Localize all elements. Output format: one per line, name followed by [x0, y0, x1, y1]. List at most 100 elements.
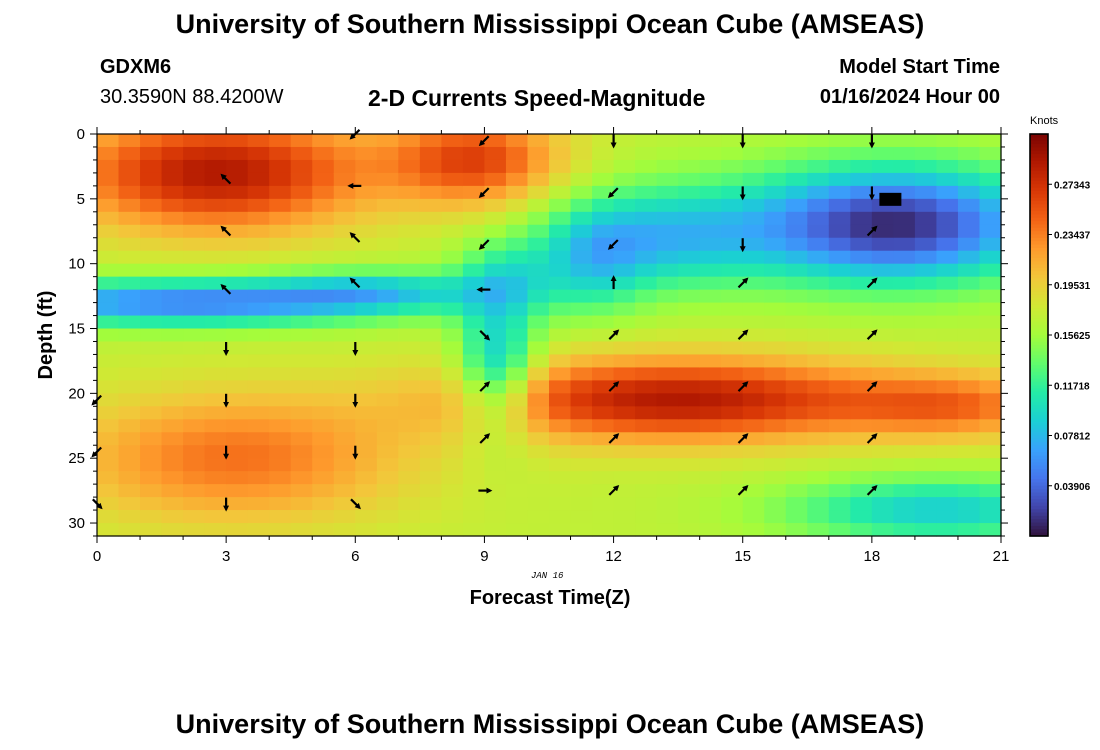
heatmap-cell: [721, 341, 744, 356]
heatmap-cell: [785, 263, 808, 278]
heatmap-cell: [462, 211, 486, 226]
heatmap-cell: [742, 185, 765, 200]
heatmap-cell: [290, 302, 313, 317]
colorbar-segment: [1030, 207, 1048, 212]
heatmap-cell: [183, 198, 206, 213]
heatmap-cell: [656, 419, 679, 433]
current-vector: [608, 329, 620, 340]
heatmap-cell: [764, 458, 787, 472]
colorbar-segment: [1030, 231, 1048, 236]
heatmap-cell: [161, 250, 184, 265]
heatmap-cell: [742, 198, 765, 213]
heatmap-cell: [936, 198, 959, 213]
heatmap-cell: [742, 393, 765, 407]
heatmap-cell: [721, 354, 744, 369]
heatmap-cell: [97, 134, 120, 148]
heatmap-cell: [656, 289, 679, 304]
heatmap-cell: [333, 497, 356, 511]
heatmap-cell: [871, 497, 894, 511]
heatmap-cell: [527, 354, 550, 369]
heatmap-cell: [592, 341, 615, 356]
x-axis-title: Forecast Time(Z): [470, 587, 631, 609]
colorbar-segment: [1030, 361, 1048, 366]
heatmap-cell: [441, 159, 464, 174]
heatmap-cell: [893, 224, 916, 239]
heatmap-cell: [484, 263, 507, 278]
heatmap-cell: [570, 484, 593, 498]
heatmap-cell: [527, 367, 550, 381]
heatmap-cell: [871, 406, 894, 420]
colorbar-segment: [1030, 264, 1048, 269]
heatmap-cell: [678, 393, 701, 407]
heatmap-cell: [699, 263, 722, 278]
heatmap-cell: [441, 172, 464, 187]
colorbar-segment: [1030, 381, 1048, 386]
current-vector: [479, 330, 491, 341]
colorbar-segment: [1030, 348, 1048, 353]
heatmap-cell: [936, 263, 959, 278]
heatmap-cell: [764, 328, 787, 343]
heatmap-cell: [914, 263, 938, 278]
heatmap-cell: [893, 432, 916, 446]
heatmap-cell: [333, 484, 356, 498]
heatmap-cell: [312, 523, 335, 537]
heatmap-cell: [656, 159, 679, 174]
heatmap-cell: [355, 328, 378, 343]
heatmap-cell: [398, 393, 421, 407]
heatmap-cell: [850, 198, 873, 213]
heatmap-cell: [462, 185, 486, 200]
heatmap-cell: [333, 302, 356, 317]
heatmap-cell: [398, 224, 421, 239]
current-vector: [737, 484, 749, 496]
heatmap-cell: [957, 185, 981, 200]
heatmap-cell: [204, 250, 227, 265]
heatmap-cell: [914, 419, 938, 433]
colorbar-segment: [1030, 428, 1048, 433]
heatmap-cell: [699, 406, 722, 420]
colorbar-segment: [1030, 371, 1048, 376]
heatmap-cell: [721, 237, 744, 252]
heatmap-cell: [979, 510, 1002, 524]
heatmap-cell: [226, 250, 249, 265]
heatmap-cell: [807, 367, 830, 381]
heatmap-cell: [226, 406, 249, 420]
heatmap-cell: [419, 445, 442, 459]
heatmap-cell: [247, 146, 270, 161]
heatmap-cell: [957, 237, 981, 252]
heatmap-cell: [678, 250, 701, 265]
heatmap-cell: [914, 146, 938, 161]
colorbar-segment: [1030, 512, 1048, 517]
heatmap-cell: [161, 302, 184, 317]
heatmap-cell: [807, 354, 830, 369]
heatmap-cell: [635, 497, 658, 511]
heatmap-cell: [183, 354, 206, 369]
heatmap-cell: [635, 185, 658, 200]
heatmap-cell: [140, 445, 163, 459]
heatmap-cell: [893, 484, 916, 498]
heatmap-cell: [914, 159, 938, 174]
heatmap-cell: [721, 198, 744, 213]
heatmap-cell: [247, 289, 270, 304]
heatmap-cell: [699, 315, 722, 330]
heatmap-cell: [699, 185, 722, 200]
heatmap-cell: [936, 497, 959, 511]
heatmap-cell: [97, 224, 120, 239]
heatmap-cell: [828, 523, 851, 537]
heatmap-cell: [871, 211, 894, 226]
heatmap-cell: [398, 185, 421, 200]
heatmap-cell: [505, 458, 529, 472]
heatmap-cell: [441, 302, 464, 317]
heatmap-cell: [118, 302, 141, 317]
heatmap-cell: [183, 419, 206, 433]
heatmap-cell: [226, 458, 249, 472]
heatmap-cell: [592, 146, 615, 161]
colorbar-segment: [1030, 180, 1048, 185]
heatmap-cell: [183, 445, 206, 459]
heatmap-cell: [699, 523, 722, 537]
heatmap-cell: [957, 341, 981, 356]
heatmap-cell: [269, 367, 292, 381]
heatmap-cell: [97, 211, 120, 226]
heatmap-cell: [183, 289, 206, 304]
colorbar-segment: [1030, 475, 1048, 480]
colorbar-segment: [1030, 405, 1048, 410]
